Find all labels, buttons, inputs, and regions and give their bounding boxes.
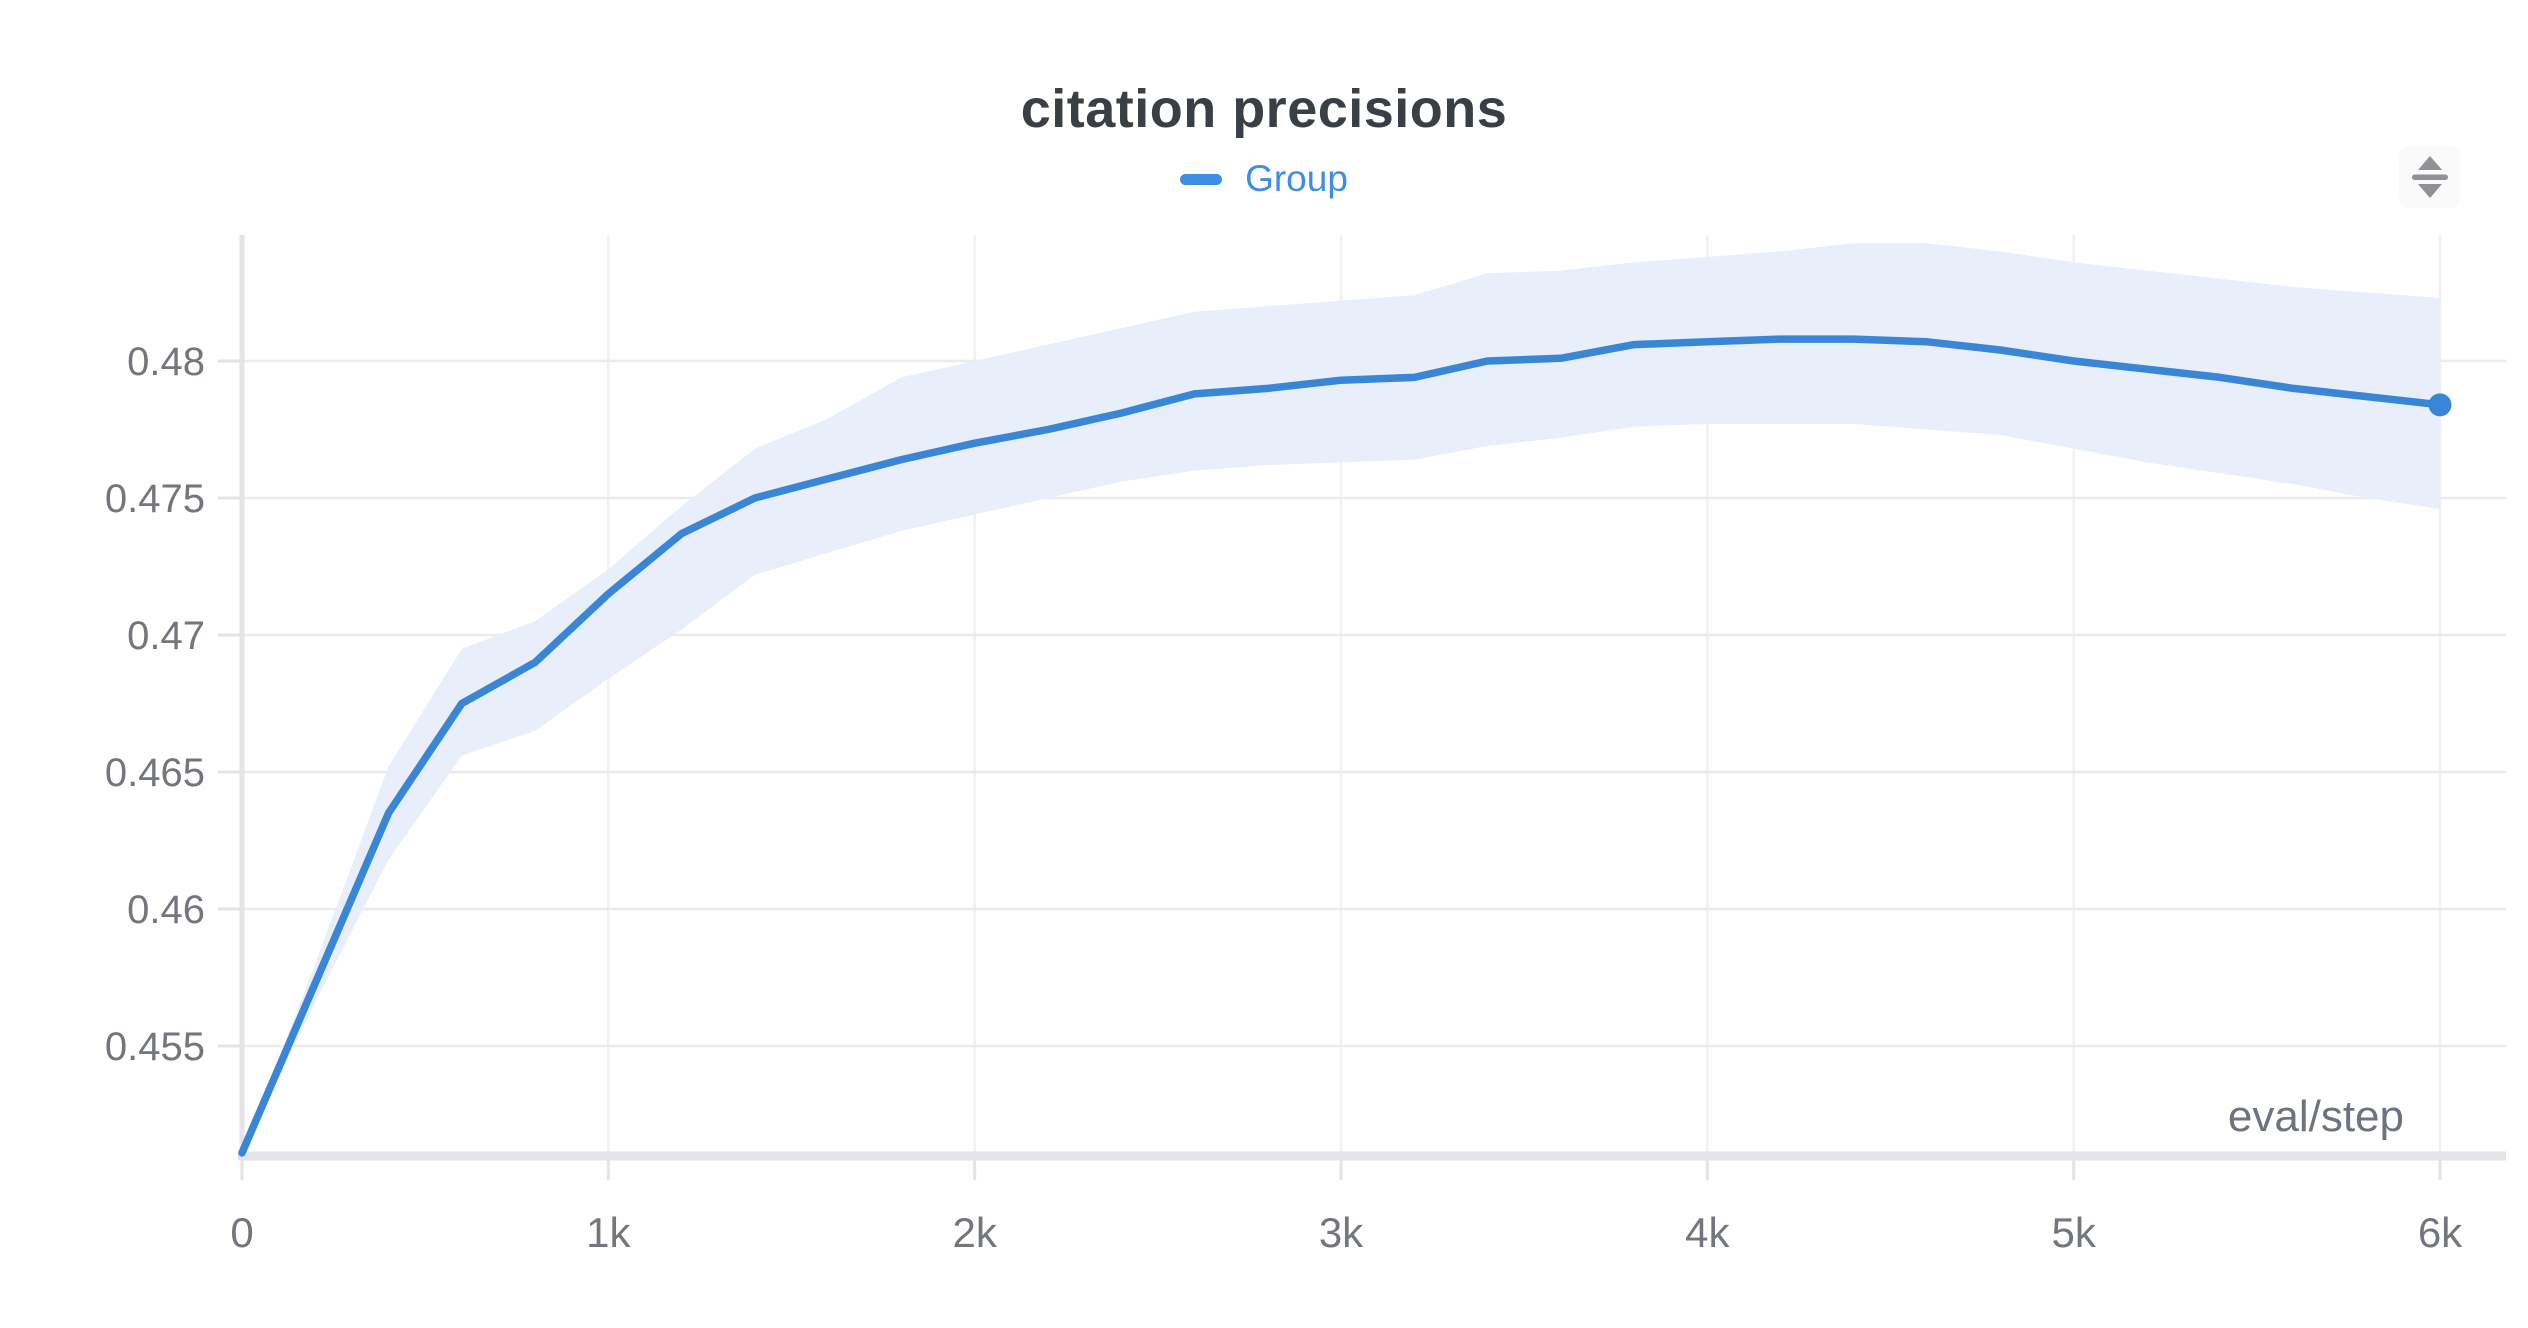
x-tick-label: 1k: [586, 1209, 631, 1256]
legend: Group: [0, 152, 2528, 206]
swap-vertical-icon: [2412, 156, 2448, 198]
swap-vertical-icon-button[interactable]: [2399, 146, 2461, 208]
x-tick-label: 2k: [952, 1209, 997, 1256]
y-tick-label: 0.46: [127, 888, 205, 932]
y-tick-label: 0.455: [105, 1025, 205, 1069]
y-tick-label: 0.47: [127, 614, 205, 658]
series-line-group[interactable]: [238, 335, 2444, 1157]
x-tick-label: 4k: [1685, 1209, 1730, 1256]
legend-item-group[interactable]: Group: [1180, 158, 1348, 200]
confidence-band: [242, 243, 2440, 1153]
series-end-point[interactable]: [2428, 393, 2452, 417]
x-axis-label: eval/step: [2227, 1092, 2404, 1141]
x-tick-label: 3k: [1319, 1209, 1364, 1256]
x-tick-label: 6k: [2418, 1209, 2463, 1256]
x-tick-label: 0: [230, 1209, 253, 1256]
y-tick-label: 0.475: [105, 477, 205, 521]
legend-label: Group: [1245, 158, 1348, 199]
x-tick-label: 5k: [2051, 1209, 2096, 1256]
y-tick-label: 0.48: [127, 340, 205, 384]
y-tick-label: 0.465: [105, 751, 205, 795]
legend-swatch: [1180, 173, 1223, 185]
chart-title: citation precisions: [1020, 79, 1508, 139]
